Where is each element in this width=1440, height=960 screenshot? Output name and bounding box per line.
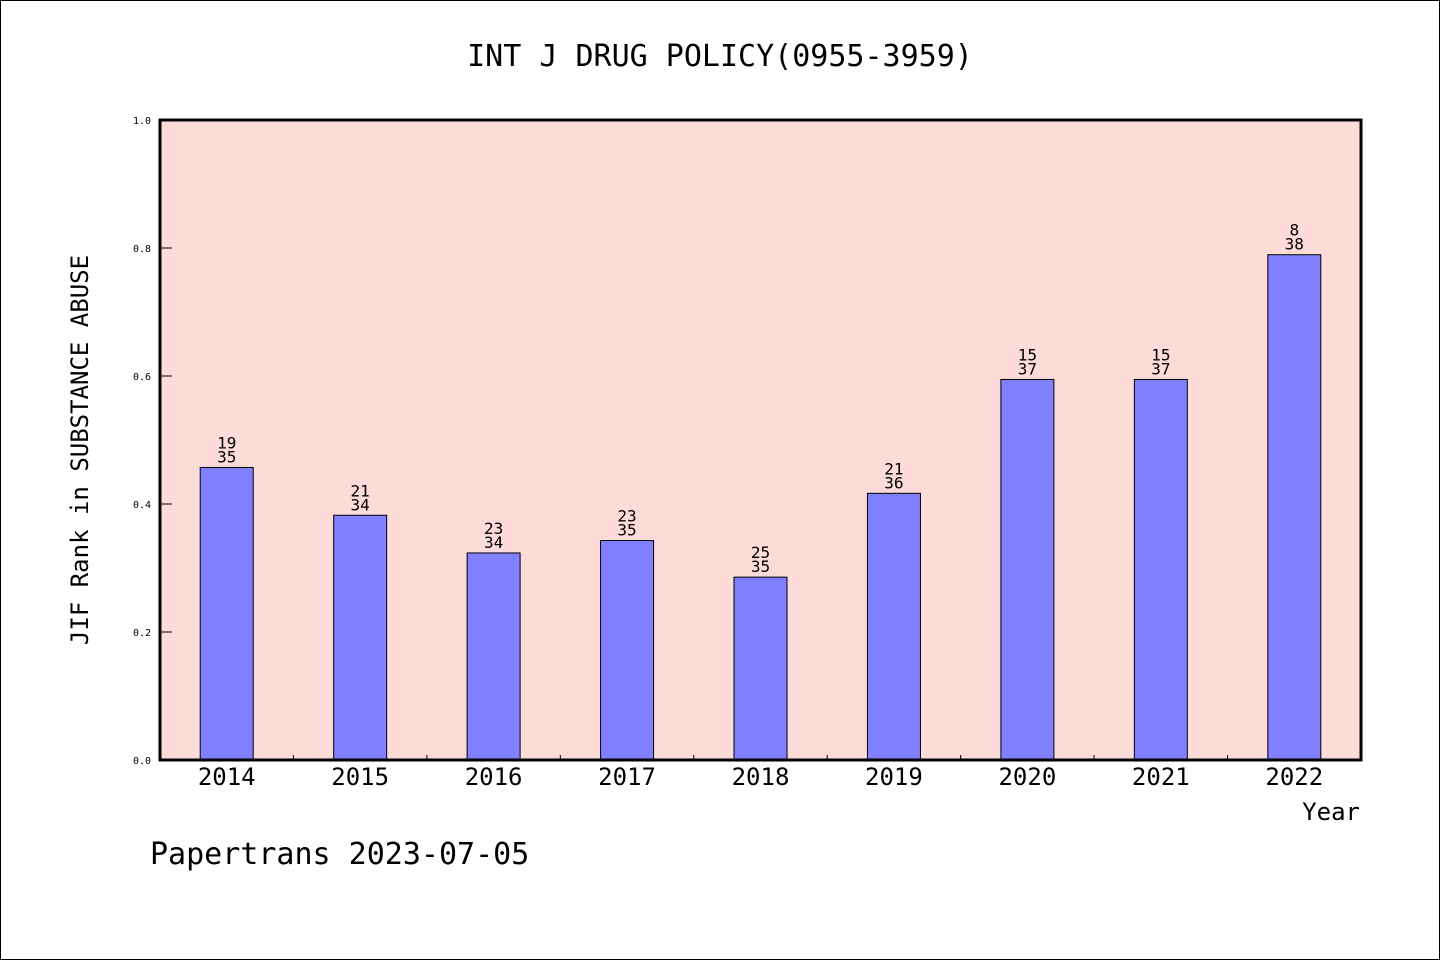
bar-2016: [466, 552, 521, 761]
y-tick-label: 0.6: [133, 372, 151, 383]
bar-rank-label: 8: [1289, 221, 1299, 240]
bar-rank-label: 15: [1151, 345, 1170, 364]
bar-total-label: 35: [751, 557, 770, 576]
bar-rank-label: 21: [884, 459, 903, 478]
bar-rank-label: 23: [617, 507, 636, 526]
bar-total-label: 35: [617, 521, 636, 540]
bar-2020: [1000, 378, 1055, 761]
bar-total-label: 37: [1018, 359, 1037, 378]
bar-2019: [866, 492, 921, 761]
x-tick-label: 2018: [732, 763, 790, 791]
bar-rank-label: 15: [1018, 345, 1037, 364]
bar-total-label: 34: [351, 495, 370, 514]
bar-rank-label: 23: [484, 519, 503, 538]
bar-total-label: 37: [1151, 359, 1170, 378]
bar-rank-label: 25: [751, 543, 770, 562]
x-tick-label: 2015: [331, 763, 389, 791]
x-tick-label: 2021: [1132, 763, 1190, 791]
x-tick-label: 2016: [465, 763, 523, 791]
x-axis-ticks: 2014 2015 2016 2017 2018 2019 2020 2021 2022: [198, 755, 1323, 791]
bar-total-label: 38: [1285, 235, 1304, 254]
x-tick-label: 2020: [998, 763, 1056, 791]
bar-rank-label: 21: [351, 481, 370, 500]
bar-total-label: 34: [484, 533, 503, 552]
bar-2015: [333, 514, 388, 761]
plot-border: [158, 118, 1363, 762]
x-tick-label: 2014: [198, 763, 256, 791]
footer-watermark: Papertrans 2023-07-05: [150, 837, 529, 872]
bar-total-label: 36: [884, 473, 903, 492]
bar-2021: [1133, 378, 1188, 761]
bar-2014: [199, 466, 254, 761]
y-axis-label: JIF Rank in SUBSTANCE ABUSE: [66, 255, 94, 645]
bar-rank-label: 19: [217, 433, 236, 452]
y-tick-label: 0.0: [133, 756, 151, 767]
y-tick-label: 0.2: [133, 628, 151, 639]
bar-2018: [733, 576, 788, 761]
bars-layer: [199, 254, 1322, 761]
bar-total-label: 35: [217, 447, 236, 466]
y-tick-label: 1.0: [133, 116, 151, 127]
y-tick-label: 0.4: [133, 500, 151, 511]
x-tick-label: 2022: [1265, 763, 1323, 791]
bar-2022: [1267, 254, 1322, 761]
y-axis-ticks: 0.0 0.2 0.4 0.6 0.8 1.0: [133, 116, 172, 767]
bar-2017: [600, 540, 655, 761]
x-axis-label: Year: [1302, 798, 1360, 826]
y-tick-label: 0.8: [133, 244, 151, 255]
chart-title: INT J DRUG POLICY(0955-3959): [467, 39, 973, 74]
x-tick-label: 2017: [598, 763, 656, 791]
x-tick-label: 2019: [865, 763, 923, 791]
